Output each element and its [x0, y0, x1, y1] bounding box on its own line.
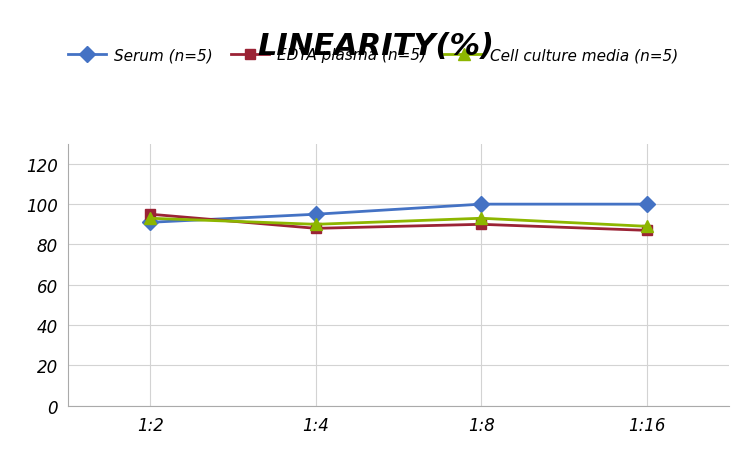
Serum (n=5) — [477, 202, 486, 207]
Cell culture media (n=5) — [146, 216, 155, 221]
Serum (n=5) — [642, 202, 651, 207]
Legend: Serum (n=5), EDTA plasma (n=5), Cell culture media (n=5): Serum (n=5), EDTA plasma (n=5), Cell cul… — [62, 42, 684, 69]
Serum (n=5) — [311, 212, 320, 217]
EDTA plasma (n=5) — [146, 212, 155, 217]
Cell culture media (n=5) — [311, 222, 320, 227]
Text: LINEARITY(%): LINEARITY(%) — [257, 32, 495, 60]
Line: EDTA plasma (n=5): EDTA plasma (n=5) — [146, 210, 651, 236]
Line: Cell culture media (n=5): Cell culture media (n=5) — [145, 213, 652, 232]
EDTA plasma (n=5) — [642, 228, 651, 234]
Cell culture media (n=5) — [477, 216, 486, 221]
Cell culture media (n=5) — [642, 224, 651, 230]
EDTA plasma (n=5) — [311, 226, 320, 231]
Line: Serum (n=5): Serum (n=5) — [145, 199, 652, 228]
Serum (n=5) — [146, 220, 155, 226]
EDTA plasma (n=5) — [477, 222, 486, 227]
